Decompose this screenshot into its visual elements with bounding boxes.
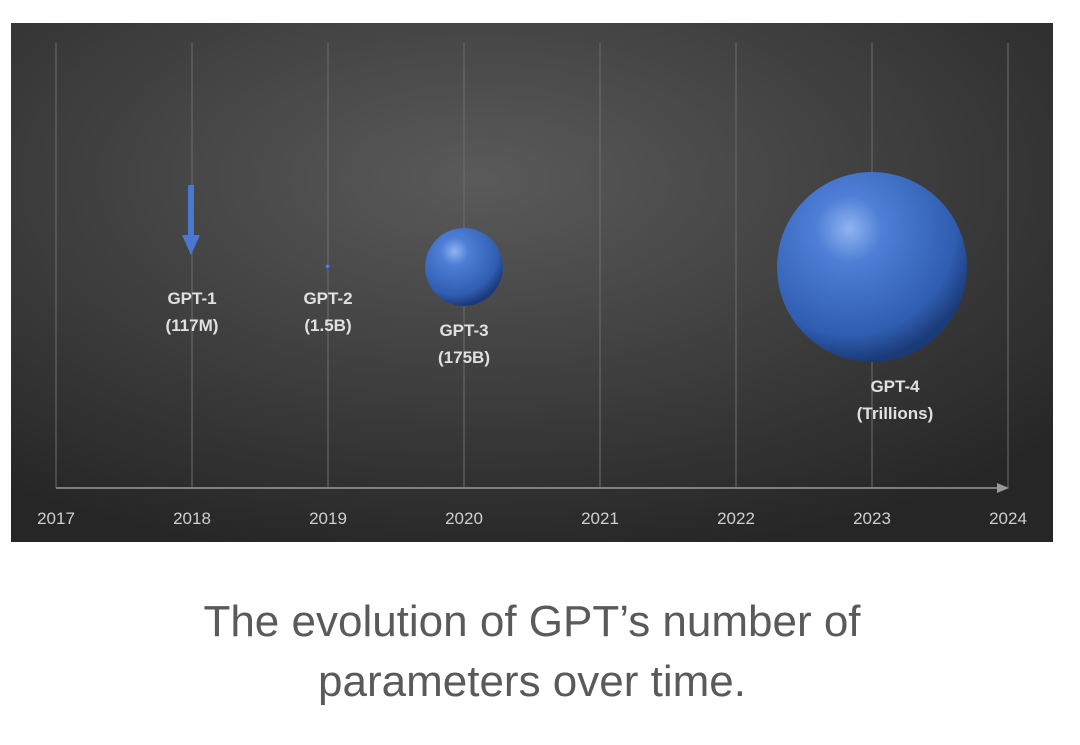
point-label-name: GPT-1 bbox=[167, 289, 216, 308]
x-tick-label: 2019 bbox=[309, 509, 347, 528]
x-tick-label: 2022 bbox=[717, 509, 755, 528]
bubble-gpt-2 bbox=[325, 264, 331, 270]
gpt-1-arrow-shaft bbox=[188, 185, 194, 237]
point-label-name: GPT-2 bbox=[303, 289, 352, 308]
x-axis-arrowhead bbox=[997, 483, 1009, 493]
point-label-params: (175B) bbox=[438, 348, 490, 367]
point-label-params: (1.5B) bbox=[304, 316, 351, 335]
caption-line-1: The evolution of GPT’s number of bbox=[203, 597, 861, 646]
x-tick-label: 2023 bbox=[853, 509, 891, 528]
x-tick-label: 2020 bbox=[445, 509, 483, 528]
x-tick-label: 2024 bbox=[989, 509, 1027, 528]
x-tick-label: 2017 bbox=[37, 509, 75, 528]
x-tick-label: 2021 bbox=[581, 509, 619, 528]
point-label-name: GPT-4 bbox=[870, 377, 920, 396]
point-label-params: (Trillions) bbox=[857, 404, 934, 423]
bubble-gpt-3 bbox=[425, 228, 503, 306]
point-label-name: GPT-3 bbox=[439, 321, 488, 340]
caption-line-2: parameters over time. bbox=[318, 657, 746, 706]
point-label-params: (117M) bbox=[166, 316, 219, 335]
bubble-gpt-4 bbox=[777, 172, 967, 362]
gpt-1-arrow-head bbox=[182, 235, 200, 255]
x-tick-label: 2018 bbox=[173, 509, 211, 528]
bubble-chart: 2017 2018 2019 2020 2021 2022 2023 2024 GPT-1 (1… bbox=[11, 23, 1053, 542]
